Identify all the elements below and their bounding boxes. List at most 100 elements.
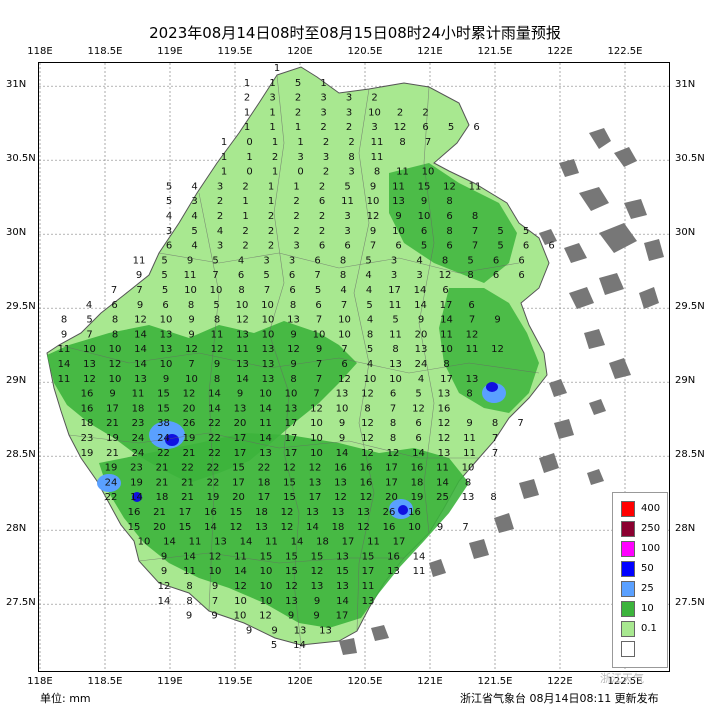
rain-value: 11 xyxy=(436,463,449,474)
rain-value: 5 xyxy=(295,78,301,89)
rain-value: 10 xyxy=(310,433,323,444)
x-tick-top: 118E xyxy=(27,46,53,57)
rain-value: 13 xyxy=(336,581,349,592)
rain-value: 4 xyxy=(166,211,172,222)
rain-value: 9 xyxy=(237,389,243,400)
rain-value: 9 xyxy=(186,611,192,622)
rain-value: 19 xyxy=(106,433,119,444)
rain-value: 19 xyxy=(130,477,143,488)
rain-value: 17 xyxy=(285,418,298,429)
rain-value: 17 xyxy=(258,492,271,503)
y-tick-left: 28N xyxy=(6,523,27,535)
rain-value: 6 xyxy=(238,270,244,281)
rain-value: 13 xyxy=(262,344,275,355)
rain-value: 3 xyxy=(344,211,350,222)
rain-value: 17 xyxy=(285,448,298,459)
rain-value: 6 xyxy=(548,241,554,252)
rain-value: 9 xyxy=(313,611,319,622)
rain-value: 14 xyxy=(236,374,249,385)
rain-value: 2 xyxy=(348,137,354,148)
rain-value: 21 xyxy=(156,477,169,488)
y-tick-left: 30N xyxy=(6,227,27,239)
rain-value: 11 xyxy=(183,566,196,577)
rain-value: 8 xyxy=(290,300,296,311)
rain-value: 9 xyxy=(163,374,169,385)
rain-value: 18 xyxy=(255,507,268,518)
y-tick-left: 28.5N xyxy=(6,449,36,461)
rain-value: 8 xyxy=(465,477,471,488)
rain-value: 15 xyxy=(232,463,245,474)
rain-value: 10 xyxy=(364,374,377,385)
y-tick-right: 31N xyxy=(675,79,696,91)
rain-value: 14 xyxy=(414,285,427,296)
rain-value: 14 xyxy=(413,551,426,562)
rain-value: 13 xyxy=(311,581,324,592)
rain-value: 14 xyxy=(208,403,221,414)
rain-value: 5 xyxy=(497,226,503,237)
rain-value: 15 xyxy=(157,403,170,414)
rain-value: 9 xyxy=(188,315,194,326)
rain-value: 7 xyxy=(212,270,218,281)
y-tick-right: 30N xyxy=(675,227,696,239)
rain-value: 9 xyxy=(314,596,320,607)
rain-value: 9 xyxy=(212,581,218,592)
rainfall-map: 11 1 5 12 3 2 3 3 21 1 2 3 3 10 2 21 1 1 2 2 3 12 6 5 61 0 1 1 2 2 11 8… xyxy=(39,63,669,671)
rain-value: 13 xyxy=(336,551,349,562)
rain-value: 6 xyxy=(473,122,479,133)
rain-value: 6 xyxy=(442,285,448,296)
rain-value: 6 xyxy=(390,389,396,400)
rain-value: 6 xyxy=(518,270,524,281)
rain-value: 5 xyxy=(467,255,473,266)
rain-value: 12 xyxy=(234,581,247,592)
rain-value: 14 xyxy=(240,537,253,548)
rain-value: 12 xyxy=(281,507,294,518)
rain-value: 9 xyxy=(137,300,143,311)
rain-value: 10 xyxy=(109,344,122,355)
rain-value: 21 xyxy=(181,492,194,503)
rain-value: 12 xyxy=(310,403,323,414)
rain-value: 8 xyxy=(442,255,448,266)
rain-value: 1 xyxy=(244,78,250,89)
rain-value: 3 xyxy=(166,226,172,237)
rain-value: 13 xyxy=(389,359,402,370)
rain-value: 13 xyxy=(362,596,375,607)
rain-value: 18 xyxy=(258,477,271,488)
rain-value: 13 xyxy=(160,344,173,355)
rain-value: 22 xyxy=(208,433,221,444)
rain-value: 7 xyxy=(390,403,396,414)
rain-value: 16 xyxy=(360,477,373,488)
rain-value: 13 xyxy=(134,374,147,385)
rain-value: 1 xyxy=(268,196,274,207)
rain-value: 9 xyxy=(339,433,345,444)
rain-value: 12 xyxy=(438,433,451,444)
rain-value: 7 xyxy=(316,374,322,385)
rain-value: 8 xyxy=(472,211,478,222)
rain-value: 14 xyxy=(293,640,306,651)
very-heavy-patch-2 xyxy=(132,492,142,502)
x-tick-top: 122.5E xyxy=(607,46,643,57)
rain-value: 17 xyxy=(388,285,401,296)
rain-value: 24 xyxy=(105,477,118,488)
rain-value: 2 xyxy=(242,226,248,237)
watermark: 浙江天气 xyxy=(600,672,644,685)
rain-value: 8 xyxy=(186,596,192,607)
rain-value: 20 xyxy=(415,329,428,340)
rain-value: 5 xyxy=(392,315,398,326)
rain-value: 8 xyxy=(446,226,452,237)
rain-value: 7 xyxy=(264,285,270,296)
rain-value: 12 xyxy=(412,403,425,414)
rain-value: 5 xyxy=(212,255,218,266)
rain-value: 11 xyxy=(469,181,482,192)
rain-value: 2 xyxy=(272,152,278,163)
rain-value: 3 xyxy=(391,270,397,281)
legend-label: 100 xyxy=(641,543,661,554)
rain-value: 2 xyxy=(422,107,428,118)
rain-value: 8 xyxy=(443,359,449,370)
rain-value: 17 xyxy=(385,463,398,474)
rain-value: 14 xyxy=(130,492,143,503)
rain-value: 15 xyxy=(283,477,296,488)
rain-value: 7 xyxy=(341,300,347,311)
rain-value: 13 xyxy=(294,625,307,636)
rain-value: 10 xyxy=(209,566,222,577)
rain-value: 0 xyxy=(246,137,252,148)
